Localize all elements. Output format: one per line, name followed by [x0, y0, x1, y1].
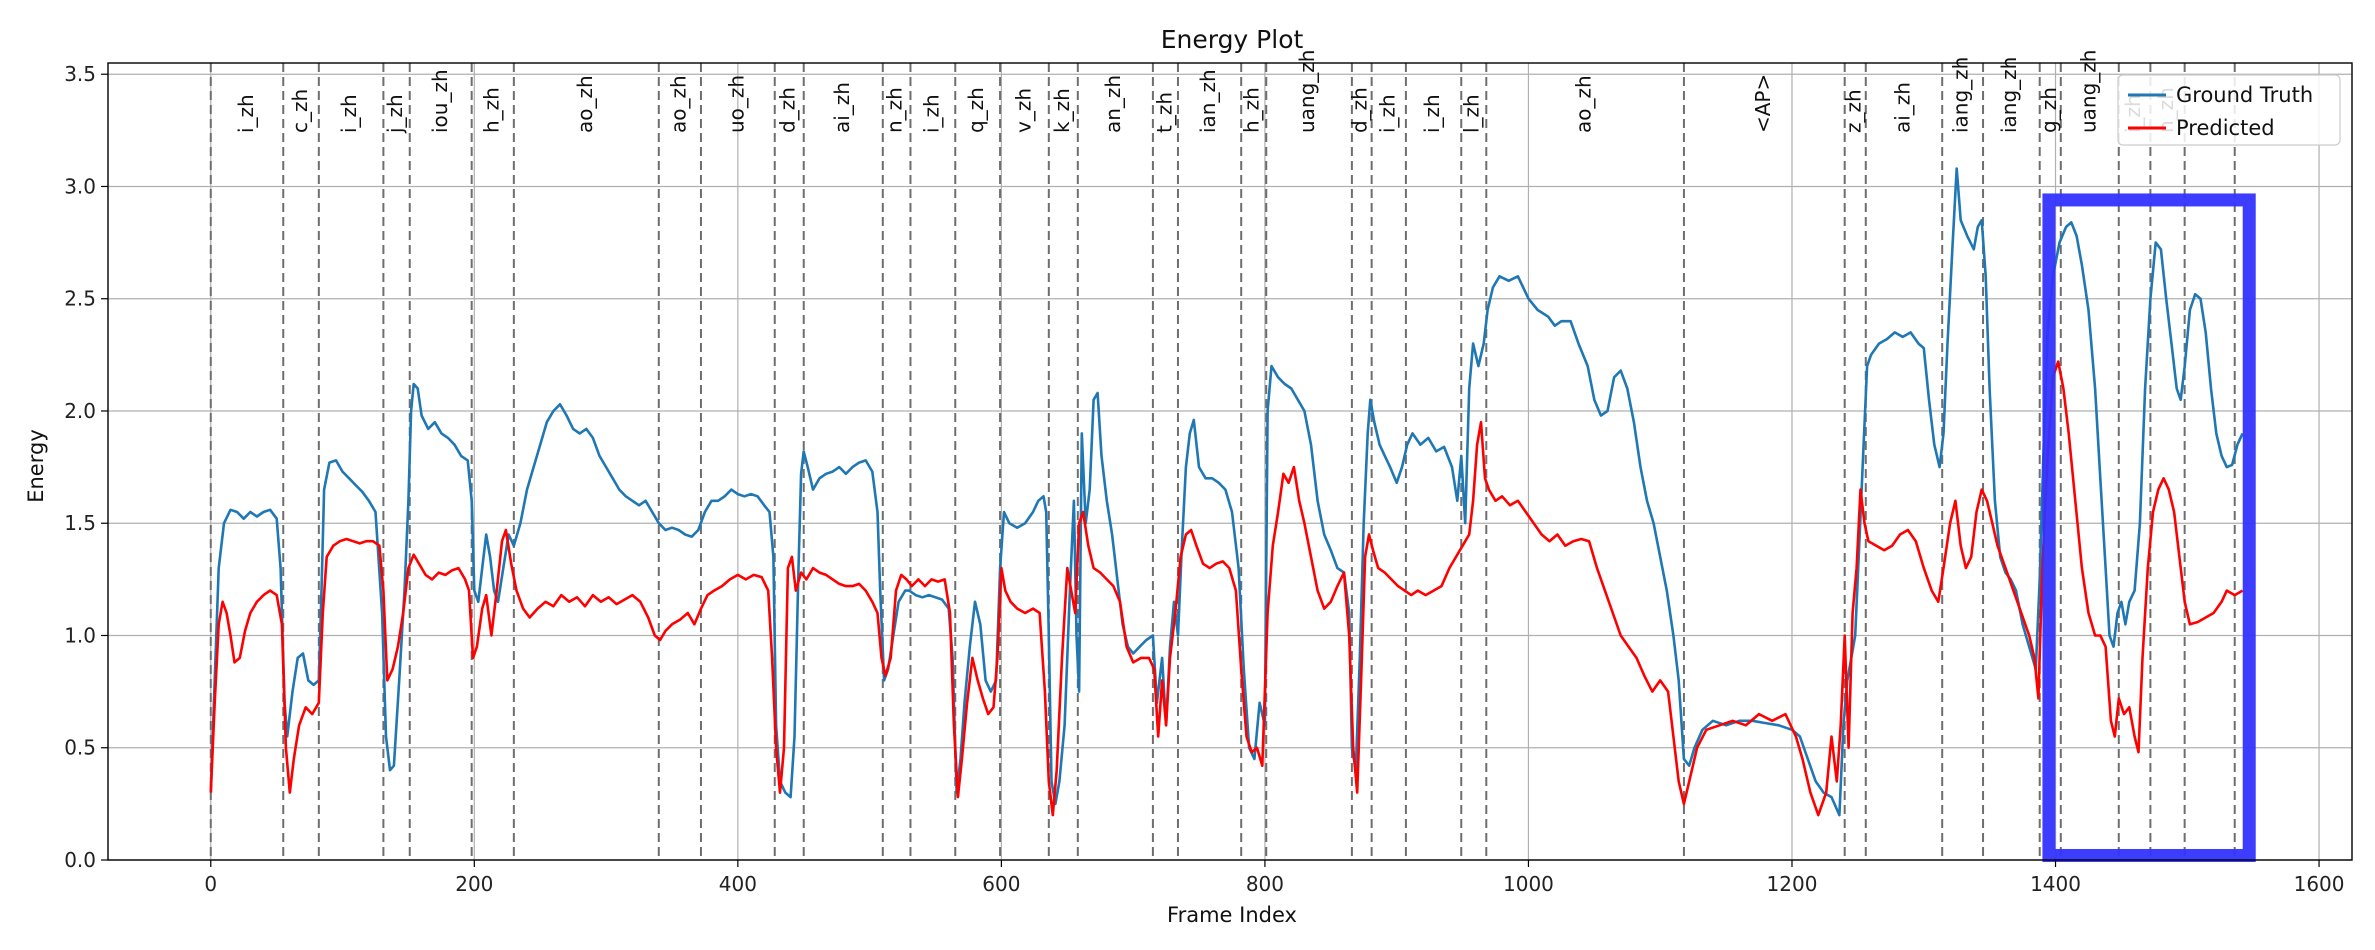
phoneme-label: j_zh [383, 94, 407, 134]
phoneme-label: c_zh [288, 89, 312, 133]
y-tick-label: 1.0 [64, 623, 96, 647]
highlight-layer [2042, 193, 2256, 863]
phoneme-label: uo_zh [724, 75, 748, 133]
y-axis-label: Energy [24, 429, 48, 503]
phoneme-label: iang_zh [1997, 57, 2021, 133]
phoneme-label: k_zh [1050, 88, 1074, 133]
legend: Ground Truth Predicted [2117, 74, 2341, 146]
phoneme-label: <AP> [1751, 74, 1775, 133]
phoneme-label: i_zh [1375, 94, 1399, 133]
x-tick-label: 0 [204, 872, 217, 896]
x-tick-label: 200 [455, 872, 493, 896]
legend-ground-truth-label: Ground Truth [2176, 83, 2313, 107]
grid-lines [108, 63, 2352, 861]
phoneme-label: ai_zh [830, 82, 854, 133]
phoneme-label: ian_zh [1196, 69, 1220, 133]
phoneme-label: g_zh [2037, 87, 2061, 133]
phoneme-labels: i_zh c_zh i_zh j_zh iou_zh h_zh ao_zh ao_zh uo_z… [234, 50, 2178, 134]
phoneme-label: t_zh [1153, 92, 1177, 133]
phoneme-label: uang_zh [1295, 50, 1319, 133]
phoneme-label: i_zh [919, 94, 943, 133]
x-tick-label: 600 [982, 872, 1020, 896]
phoneme-label: i_zh [337, 94, 361, 133]
phoneme-label: i_zh [234, 94, 258, 133]
phoneme-label: z_zh [1842, 89, 1866, 133]
series-layer [209, 167, 2244, 817]
y-tick-label: 3.5 [64, 62, 96, 86]
x-tick-label: 400 [719, 872, 757, 896]
phoneme-label: i_zh [1420, 94, 1444, 133]
x-tick-label: 1400 [2030, 872, 2081, 896]
y-tick-label: 1.5 [64, 511, 96, 535]
phoneme-label: h_zh [1240, 87, 1264, 133]
legend-predicted-label: Predicted [2176, 116, 2275, 140]
phoneme-label: iou_zh [428, 69, 452, 133]
phoneme-label: v_zh [1012, 88, 1036, 133]
phoneme-label: iang_zh [1948, 57, 1972, 133]
phoneme-label: h_zh [479, 87, 503, 133]
x-tick-label: 1200 [1767, 872, 1818, 896]
highlight-box [2042, 193, 2256, 863]
x-tick-label: 1000 [1503, 872, 1554, 896]
predicted-line [209, 360, 2244, 817]
plot-area-frame [107, 62, 2353, 861]
phoneme-label: l_zh [1460, 94, 1484, 133]
phoneme-label: an_zh [1101, 75, 1125, 133]
legend-box [2117, 74, 2341, 146]
x-tick-label: 1600 [2294, 872, 2345, 896]
y-tick-label: 2.5 [64, 287, 96, 311]
phoneme-boundaries [209, 63, 2236, 860]
y-tick-label: 2.0 [64, 399, 96, 423]
phoneme-label: n_zh [882, 87, 906, 133]
y-tick-label: 0.0 [64, 848, 96, 872]
y-axis-ticks: 0.0 0.5 1.0 1.5 2.0 2.5 3.0 3.5 [64, 62, 108, 872]
ground-truth-line [209, 167, 2244, 817]
y-tick-label: 3.0 [64, 174, 96, 198]
phoneme-label: ao_zh [573, 75, 597, 133]
y-tick-label: 0.5 [64, 736, 96, 760]
chart-title: Energy Plot [1161, 25, 1304, 54]
x-tick-label: 800 [1246, 872, 1284, 896]
x-axis-label: Frame Index [1167, 903, 1297, 927]
phoneme-label: d_zh [1348, 87, 1372, 133]
phoneme-label: ao_zh [1572, 75, 1596, 133]
phoneme-label: ai_zh [1890, 82, 1914, 133]
phoneme-label: ao_zh [666, 75, 690, 133]
x-axis-ticks: 0 200 400 600 800 1000 1200 1400 1600 [204, 860, 2345, 896]
phoneme-label: uang_zh [2076, 50, 2100, 133]
phoneme-label: d_zh [776, 87, 800, 133]
phoneme-label: q_zh [964, 87, 988, 133]
